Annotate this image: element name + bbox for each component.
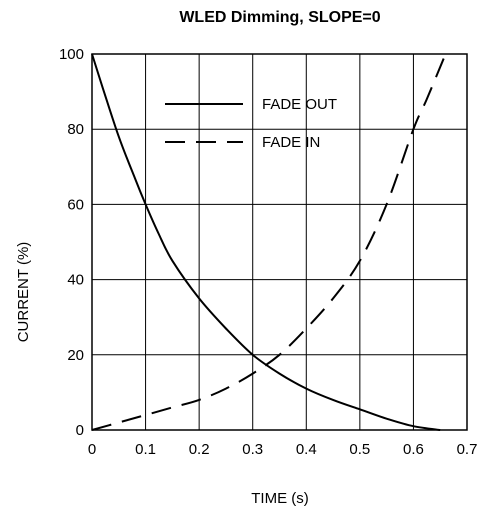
x-tick-label: 0.1 xyxy=(135,441,156,458)
series-line-fade-out xyxy=(91,53,441,431)
x-tick-label: 0.5 xyxy=(349,441,370,458)
chart-title: WLED Dimming, SLOPE=0 xyxy=(179,9,380,26)
y-tick-label: 0 xyxy=(76,422,84,439)
x-tick-label: 0.7 xyxy=(457,441,478,458)
y-tick-label: 100 xyxy=(59,46,84,63)
y-tick-label: 80 xyxy=(67,121,84,138)
y-tick-labels: 0 20 40 60 80 100 xyxy=(59,46,84,439)
plot-frame xyxy=(91,53,468,431)
x-tick-label: 0.4 xyxy=(296,441,317,458)
legend-label-fade-out: FADE OUT xyxy=(262,96,337,113)
series-line-fade-in xyxy=(91,53,447,431)
y-axis-label: CURRENT (%) xyxy=(15,242,32,343)
x-tick-label: 0.6 xyxy=(403,441,424,458)
legend: FADE OUT FADE IN xyxy=(165,96,337,151)
y-tick-label: 20 xyxy=(67,347,84,364)
series-group xyxy=(91,53,447,431)
x-axis-label: TIME (s) xyxy=(251,490,309,507)
y-tick-label: 40 xyxy=(67,272,84,289)
x-tick-label: 0.3 xyxy=(242,441,263,458)
x-tick-label: 0.2 xyxy=(189,441,210,458)
y-tick-label: 60 xyxy=(67,196,84,213)
x-tick-labels: 0 0.1 0.2 0.3 0.4 0.5 0.6 0.7 xyxy=(88,441,478,458)
legend-label-fade-in: FADE IN xyxy=(262,134,320,151)
x-tick-label: 0 xyxy=(88,441,96,458)
